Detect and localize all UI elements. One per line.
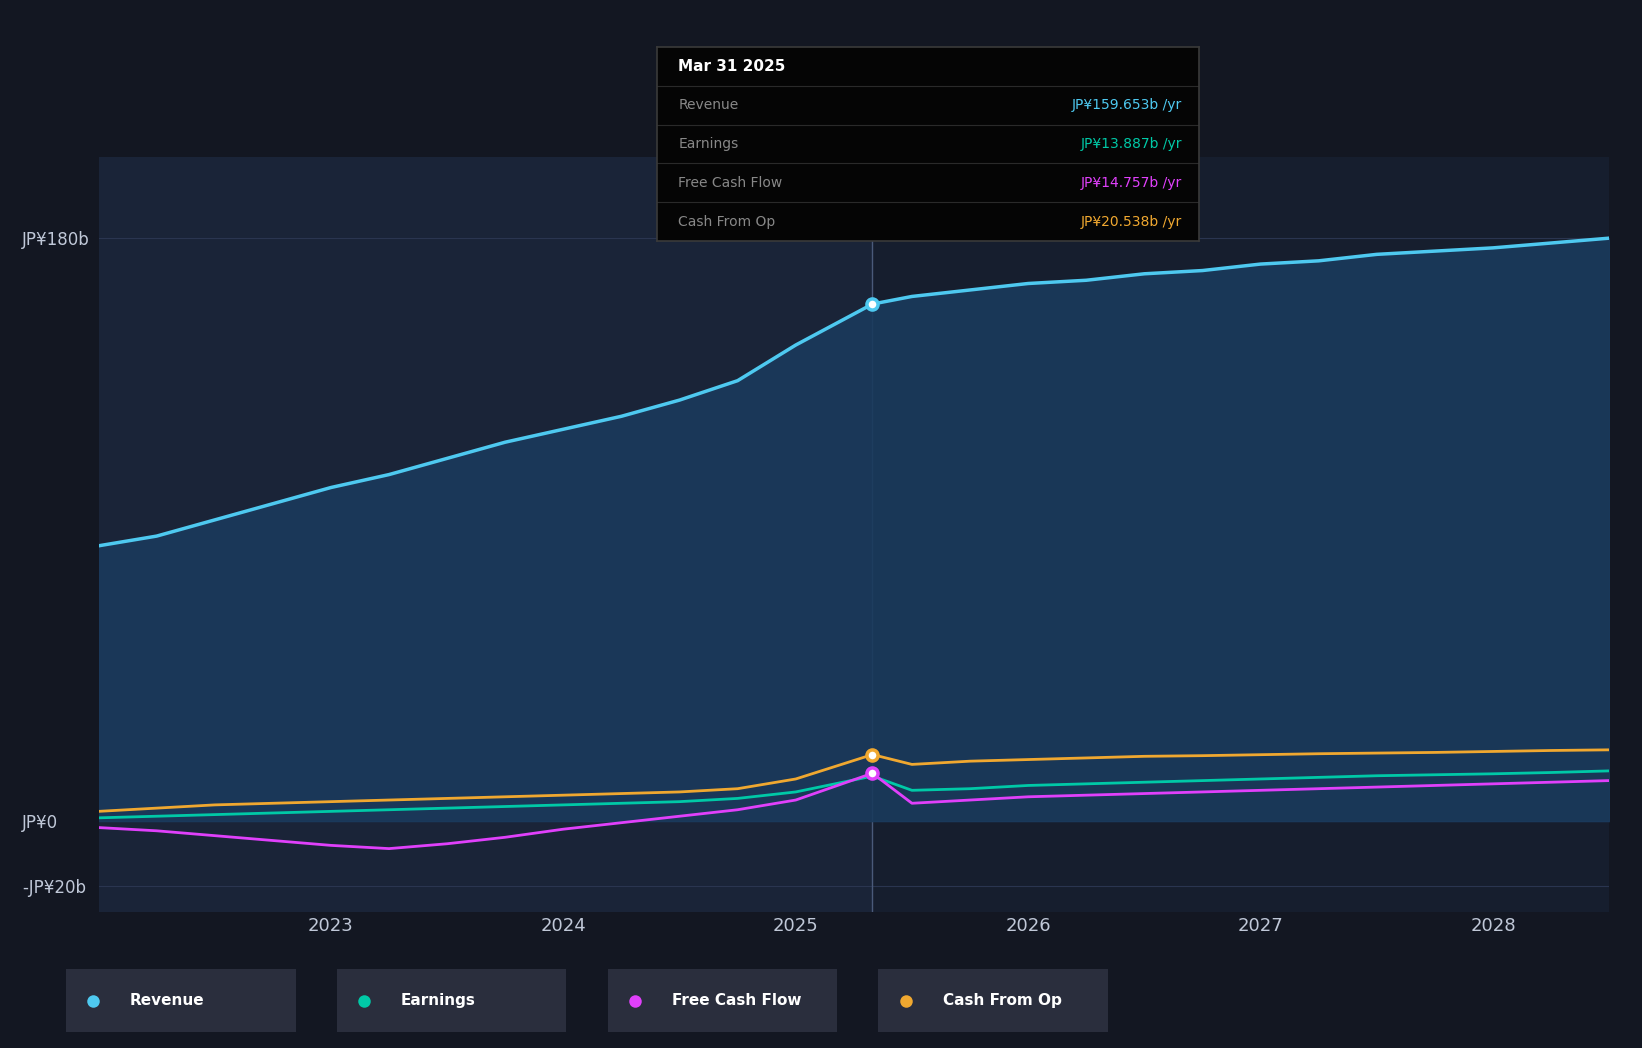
Text: Past: Past: [821, 188, 860, 205]
Text: Analysts Forecasts: Analysts Forecasts: [883, 188, 1039, 205]
Text: Cash From Op: Cash From Op: [943, 994, 1062, 1008]
Text: Mar 31 2025: Mar 31 2025: [678, 59, 787, 74]
Text: Earnings: Earnings: [401, 994, 476, 1008]
Text: Cash From Op: Cash From Op: [678, 215, 775, 228]
Text: Revenue: Revenue: [678, 99, 739, 112]
Text: Earnings: Earnings: [678, 137, 739, 151]
Bar: [872, 157, 1609, 912]
Text: JP¥159.653b /yr: JP¥159.653b /yr: [1072, 99, 1182, 112]
Text: Free Cash Flow: Free Cash Flow: [678, 176, 783, 190]
Text: Revenue: Revenue: [130, 994, 205, 1008]
Text: JP¥20.538b /yr: JP¥20.538b /yr: [1080, 215, 1182, 228]
Text: Free Cash Flow: Free Cash Flow: [672, 994, 801, 1008]
Bar: [99, 157, 872, 912]
Text: JP¥13.887b /yr: JP¥13.887b /yr: [1080, 137, 1182, 151]
Text: JP¥14.757b /yr: JP¥14.757b /yr: [1080, 176, 1182, 190]
